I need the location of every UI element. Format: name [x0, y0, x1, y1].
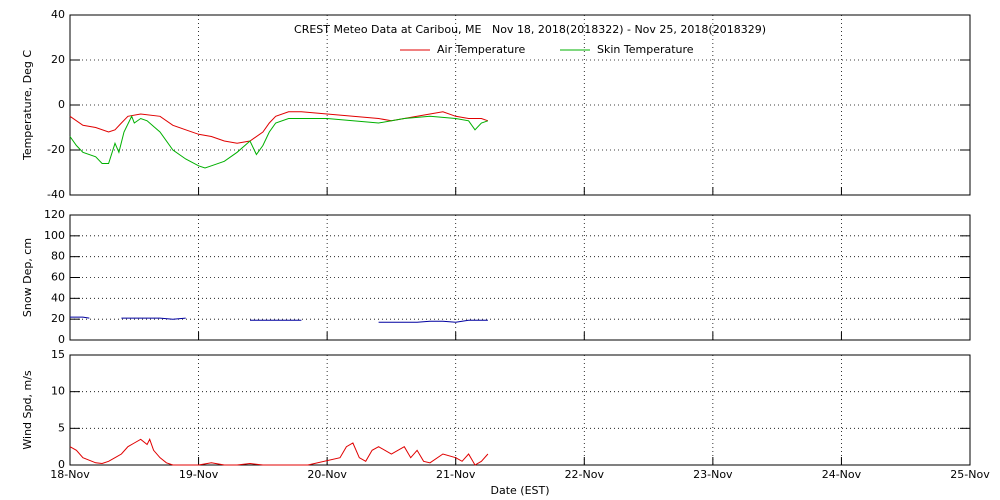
y-tick-label: 40 — [51, 291, 65, 304]
y-axis-label: Snow Dep, cm — [21, 238, 34, 317]
x-tick-label: 18-Nov — [50, 468, 90, 481]
y-tick-label: 10 — [51, 385, 65, 398]
y-tick-label: 15 — [51, 348, 65, 361]
y-tick-label: 120 — [44, 208, 65, 221]
x-tick-label: 21-Nov — [436, 468, 476, 481]
x-tick-label: 22-Nov — [565, 468, 605, 481]
x-tick-label: 25-Nov — [950, 468, 990, 481]
y-tick-label: 40 — [51, 8, 65, 21]
y-tick-label: 0 — [58, 98, 65, 111]
y-tick-label: 80 — [51, 250, 65, 263]
x-tick-label: 20-Nov — [307, 468, 347, 481]
legend-label: Air Temperature — [437, 43, 526, 56]
y-tick-label: 0 — [58, 458, 65, 471]
y-tick-label: 5 — [58, 421, 65, 434]
x-tick-label: 23-Nov — [693, 468, 733, 481]
y-axis-label: Wind Spd, m/s — [21, 370, 34, 450]
y-tick-label: 20 — [51, 53, 65, 66]
x-tick-label: 24-Nov — [822, 468, 862, 481]
x-axis-label: Date (EST) — [490, 484, 549, 497]
panel-frame — [69, 354, 971, 466]
data-line — [69, 111, 489, 144]
legend-label: Skin Temperature — [597, 43, 694, 56]
data-line — [70, 316, 488, 323]
data-line — [69, 115, 489, 169]
y-tick-label: -40 — [47, 188, 65, 201]
y-tick-label: 0 — [58, 333, 65, 346]
y-tick-label: 100 — [44, 229, 65, 242]
y-axis-label: Temperature, Deg C — [21, 50, 34, 161]
chart-title: CREST Meteo Data at Caribou, ME Nov 18, … — [294, 23, 766, 36]
data-line — [69, 438, 489, 466]
x-tick-label: 19-Nov — [179, 468, 219, 481]
y-tick-label: -20 — [47, 143, 65, 156]
y-tick-label: 60 — [51, 271, 65, 284]
y-tick-label: 20 — [51, 312, 65, 325]
